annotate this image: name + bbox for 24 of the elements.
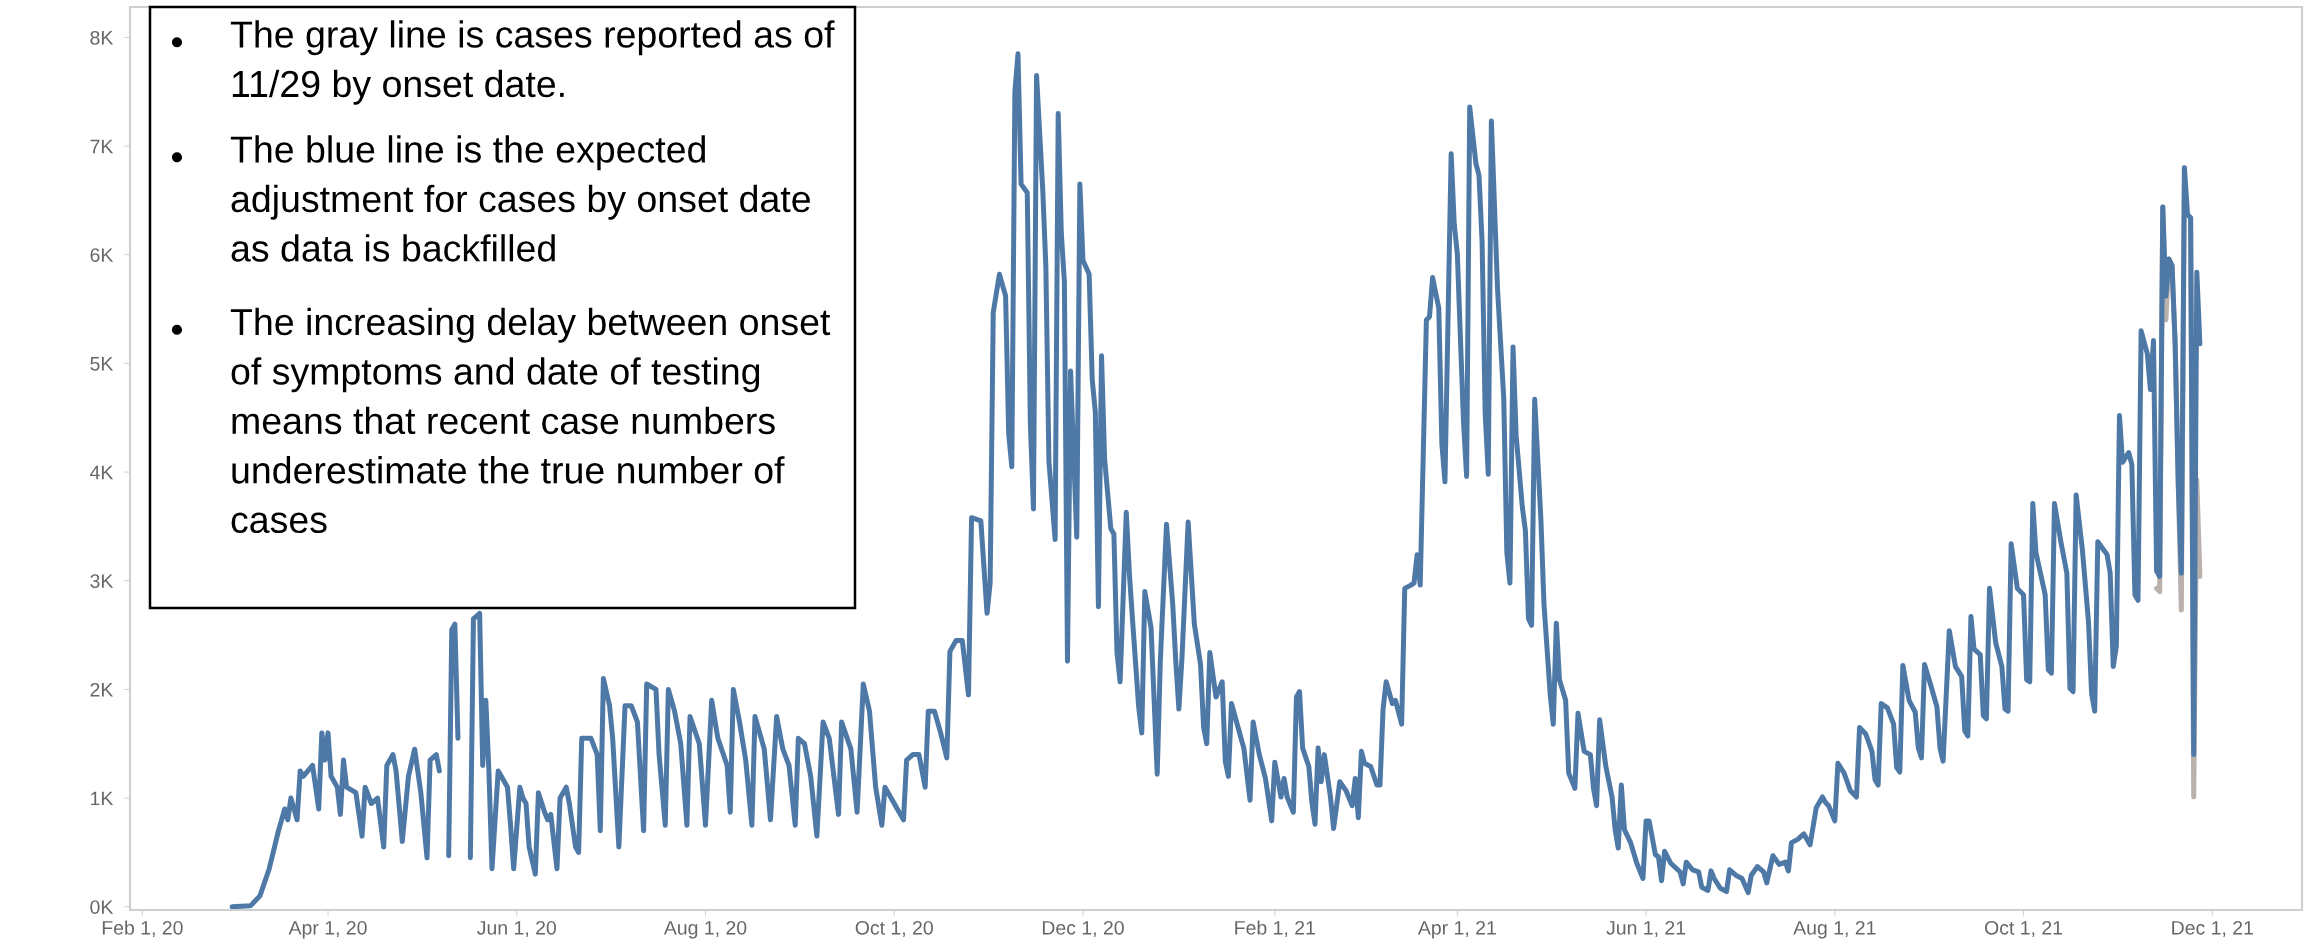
x-tick-label: Aug 1, 20	[663, 920, 747, 939]
text: • The increasing delay between onset of symptoms and date of testing means that recent case numbers underestimate the true number of cases	[171, 307, 831, 534]
x-tick-label: Feb 1, 20	[102, 920, 183, 937]
y-tick-label: 6K	[90, 248, 114, 262]
x-tick-label: Apr 1, 20	[288, 920, 367, 939]
y-tick-label: 1K	[91, 791, 114, 806]
y-tick-label: 2K	[90, 682, 114, 697]
x-tick-label: Dec 1, 20	[1042, 920, 1124, 937]
y-tick-label: 8K	[90, 30, 114, 45]
x-tick-label: Oct 1, 20	[855, 920, 933, 937]
y-tick-label: 0K	[90, 900, 114, 914]
x-tick-label: Oct 1, 21	[1985, 920, 2063, 937]
x-tick-label: Jun 1, 21	[1606, 920, 1686, 937]
y-tick-label: 4K	[90, 465, 114, 480]
x-tick-label: Dec 1, 21	[2172, 920, 2253, 937]
y-tick-label: 3K	[90, 574, 114, 588]
y-tick-label: 5K	[90, 357, 114, 371]
text: • The blue line is the expected adjustment for cases by onset date as data is backfilled	[171, 135, 810, 262]
x-tick-label: Aug 1, 21	[1793, 920, 1876, 939]
x-tick-label: Jun 1, 20	[477, 920, 556, 937]
x-tick-label: Feb 1, 21	[1235, 920, 1315, 937]
y-tick-label: 7K	[90, 139, 114, 154]
text: • The gray line is cases reported as of 11/29 by onset date.	[171, 20, 835, 105]
x-tick-label: Apr 1, 21	[1417, 920, 1496, 939]
